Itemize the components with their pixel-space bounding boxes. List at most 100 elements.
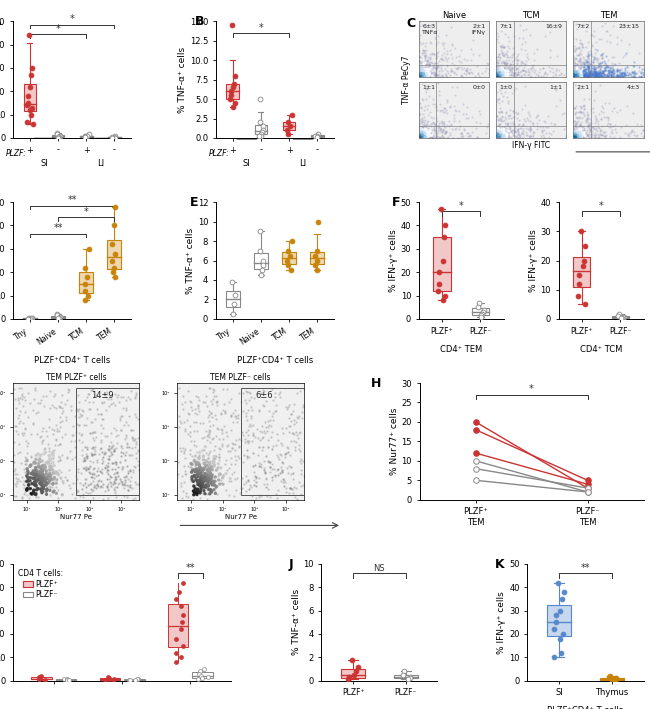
Point — [569, 67, 579, 78]
Point — [418, 114, 428, 125]
Point — [344, 673, 355, 684]
Point — [498, 66, 508, 77]
Point — [586, 59, 596, 70]
Point — [30, 479, 40, 491]
Point — [125, 424, 136, 435]
Point — [419, 69, 430, 81]
Point — [424, 69, 434, 81]
Point — [195, 473, 205, 484]
Point — [601, 111, 612, 123]
Point — [450, 89, 461, 101]
Text: H: H — [370, 377, 381, 390]
Point — [195, 481, 205, 492]
Point — [601, 69, 612, 81]
Point — [23, 313, 33, 324]
Point — [578, 65, 588, 76]
Point — [571, 67, 582, 79]
Point — [86, 416, 97, 428]
Point — [570, 54, 580, 65]
Point — [498, 129, 508, 140]
Point — [584, 66, 595, 77]
Point — [579, 124, 590, 135]
Point — [17, 391, 27, 402]
Point — [210, 451, 220, 462]
Point — [590, 70, 601, 82]
Point — [204, 447, 214, 459]
Point — [415, 20, 425, 31]
Point — [578, 103, 589, 114]
Point — [498, 91, 508, 102]
Point — [41, 474, 51, 485]
Point — [421, 70, 431, 82]
Point — [496, 66, 506, 77]
Point — [608, 121, 619, 132]
Point — [87, 428, 98, 439]
Point — [226, 453, 236, 464]
Point — [263, 441, 273, 452]
Point — [298, 401, 309, 413]
Point — [53, 313, 64, 324]
Point — [584, 71, 595, 82]
Point — [575, 116, 586, 128]
Point — [439, 68, 450, 79]
Point — [14, 438, 24, 450]
Point — [467, 34, 478, 45]
Point — [574, 50, 584, 61]
Point — [210, 441, 220, 452]
Point — [182, 414, 192, 425]
Point — [196, 471, 206, 482]
Point — [286, 408, 296, 420]
Point — [423, 70, 434, 82]
FancyBboxPatch shape — [255, 125, 267, 135]
Point — [521, 23, 531, 35]
Point — [423, 71, 434, 82]
Point — [237, 434, 247, 445]
Point — [287, 235, 297, 247]
Point — [190, 466, 200, 477]
Point — [528, 55, 539, 66]
Point — [501, 131, 512, 143]
Point — [194, 459, 204, 470]
Point — [503, 97, 514, 108]
Point — [420, 128, 430, 139]
Point — [512, 59, 522, 70]
Point — [120, 449, 130, 460]
Point — [571, 106, 581, 118]
Point — [441, 120, 452, 131]
Point — [131, 452, 141, 463]
Point — [612, 65, 622, 77]
Point — [205, 457, 215, 469]
Point — [597, 57, 607, 68]
Point — [578, 69, 589, 80]
Point — [87, 471, 98, 482]
Point — [580, 71, 590, 82]
Point — [13, 473, 23, 484]
Point — [62, 474, 72, 486]
Point — [495, 129, 506, 140]
Point — [467, 49, 478, 60]
Point — [344, 671, 355, 683]
Point — [418, 123, 428, 134]
Point — [497, 66, 508, 77]
Point — [495, 67, 505, 79]
Point — [568, 130, 578, 142]
Point — [580, 70, 591, 82]
Point — [577, 57, 588, 69]
Point — [77, 404, 88, 415]
Point — [34, 471, 44, 482]
Point — [15, 476, 25, 487]
Point — [25, 475, 35, 486]
Point — [63, 384, 73, 396]
Point — [42, 473, 53, 484]
Point — [254, 130, 265, 142]
Point — [195, 487, 205, 498]
Point — [190, 474, 201, 486]
Point — [82, 391, 92, 403]
Point — [31, 467, 41, 478]
Point — [492, 130, 502, 141]
Point — [573, 68, 584, 79]
Point — [502, 130, 512, 141]
Point — [502, 69, 513, 81]
Point — [539, 125, 549, 136]
Point — [604, 30, 615, 41]
